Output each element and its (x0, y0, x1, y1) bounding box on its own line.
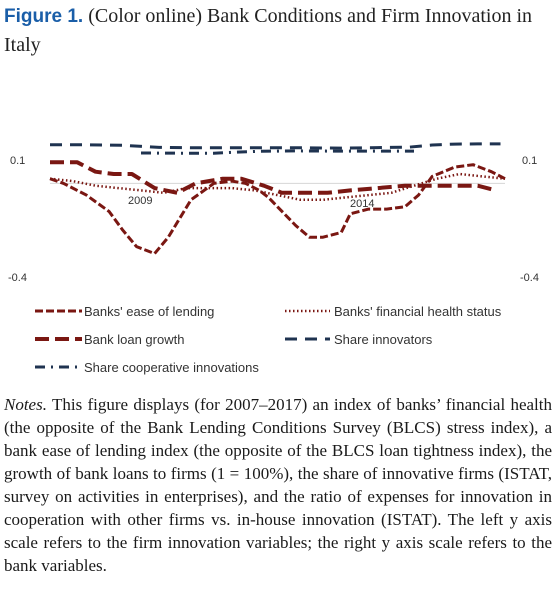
right-y-tick-label: -0.4 (520, 272, 539, 284)
series-line-4 (140, 149, 414, 155)
series-line-1 (49, 172, 506, 202)
x-tick-label: 2014 (350, 198, 374, 210)
line-chart: 0.1 -0.4 0.1 -0.4 2009 2014 Banks' ease … (8, 142, 539, 375)
figure-notes: Notes. This figure displays (for 2007–20… (4, 393, 552, 577)
notes-text: This figure displays (for 2007–2017) an … (4, 395, 552, 575)
figure-label: Figure 1. (4, 6, 84, 27)
right-y-tick-label: 0.1 (522, 155, 537, 167)
legend-label: Banks' financial health status (334, 304, 502, 319)
x-tick-label: 2009 (128, 195, 152, 207)
figure-title-text: (Color online) Bank Conditions and Firm … (4, 5, 533, 56)
legend: Banks' ease of lending Banks' financial … (35, 304, 502, 375)
left-y-tick-label: 0.1 (10, 155, 25, 167)
series-line-2 (50, 160, 497, 195)
legend-label: Share cooperative innovations (84, 360, 259, 375)
legend-label: Share innovators (334, 332, 433, 347)
notes-label: Notes. (4, 395, 47, 414)
series-line-3 (50, 142, 501, 150)
series-layer (49, 142, 506, 256)
left-y-tick-label: -0.4 (8, 272, 27, 284)
series-line-0 (49, 163, 506, 256)
figure-title: Figure 1. (Color online) Bank Conditions… (4, 2, 550, 59)
legend-label: Bank loan growth (84, 332, 184, 347)
legend-label: Banks' ease of lending (84, 304, 214, 319)
